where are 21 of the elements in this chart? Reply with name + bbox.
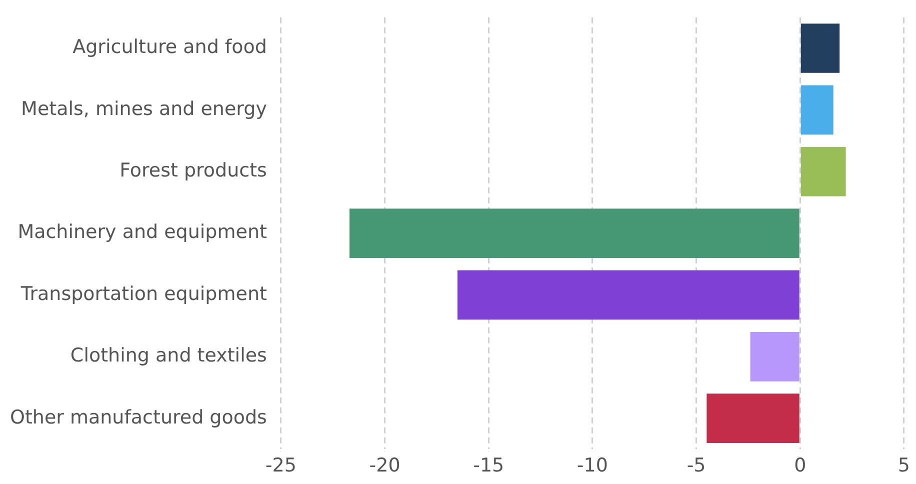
y-tick-label: Agriculture and food (72, 36, 267, 58)
bar (349, 208, 800, 258)
x-tick-label: 0 (794, 454, 806, 477)
bar (800, 24, 840, 73)
y-tick-label: Machinery and equipment (18, 221, 267, 244)
x-tick-label: -25 (265, 454, 296, 477)
bar (800, 85, 834, 135)
y-tick-label: Metals, mines and energy (21, 98, 267, 120)
y-tick-label: Transportation equipment (20, 282, 267, 305)
x-tick-label: 5 (898, 454, 910, 477)
y-tick-label: Other manufactured goods (10, 406, 267, 428)
x-tick-label: -20 (369, 454, 400, 477)
bar (706, 394, 800, 444)
bar (750, 332, 800, 382)
bar (457, 270, 800, 320)
y-tick-label: Forest products (120, 160, 267, 182)
x-tick-label: -5 (686, 454, 706, 477)
bar (800, 146, 846, 196)
y-tick-label: Clothing and textiles (70, 344, 267, 367)
x-tick-label: -15 (473, 454, 504, 477)
x-tick-label: -10 (576, 454, 608, 477)
